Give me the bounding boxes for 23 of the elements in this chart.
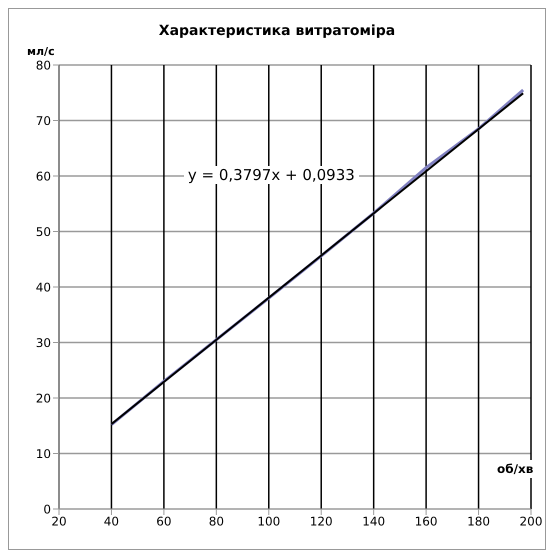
y-axis-title: мл/с: [27, 45, 55, 58]
chart-title: Характеристика витратоміра: [158, 23, 396, 39]
y-tick-label: 10: [36, 446, 51, 461]
y-tick-label: 70: [36, 114, 51, 128]
x-tick-label: 200: [520, 514, 542, 529]
x-tick-label: 100: [257, 514, 280, 529]
x-tick-label: 40: [104, 514, 120, 529]
x-tick-label: 120: [310, 514, 333, 529]
x-tick-label: 20: [51, 514, 67, 529]
x-tick-label: 80: [208, 514, 224, 529]
annotation: y = 0,3797x + 0,0933: [184, 166, 359, 184]
y-tick-label: 60: [36, 169, 51, 184]
x-tick-label: 180: [467, 514, 490, 529]
y-tick-label: 20: [36, 391, 51, 406]
y-tick-label: 80: [36, 58, 51, 72]
x-axis-title: об/хв: [497, 460, 534, 478]
y-tick-label: 50: [36, 224, 51, 239]
x-tick-label: 140: [362, 514, 386, 529]
y-tick-label: 0: [43, 502, 51, 516]
x-tick-label: 160: [414, 514, 438, 529]
y-tick-label: 30: [36, 336, 51, 350]
y-tick-label: 40: [36, 280, 51, 294]
x-tick-label: 60: [156, 514, 172, 529]
